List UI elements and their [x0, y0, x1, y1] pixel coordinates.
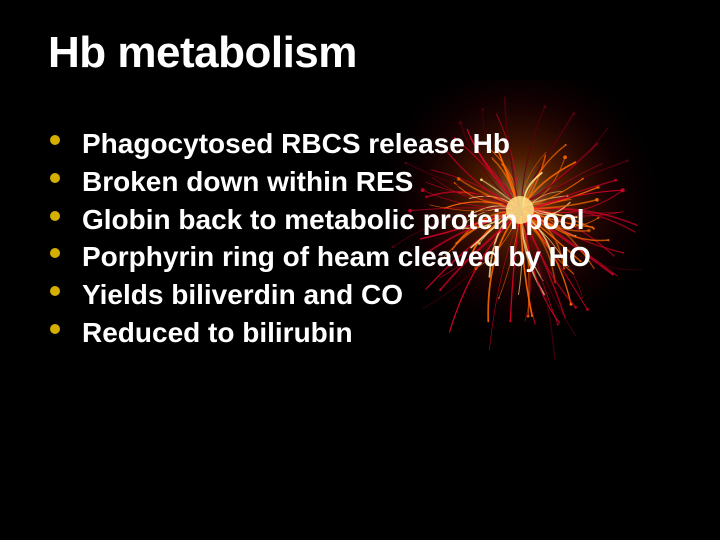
bullet-text: Phagocytosed RBCS release Hb — [82, 128, 510, 159]
bullet-dot-icon — [50, 173, 60, 183]
bullet-dot-icon — [50, 324, 60, 334]
slide-title: Hb metabolism — [48, 28, 672, 78]
bullet-dot-icon — [50, 135, 60, 145]
bullet-dot-icon — [50, 248, 60, 258]
bullet-item: Broken down within RES — [48, 164, 672, 200]
bullet-dot-icon — [50, 286, 60, 296]
bullet-text: Reduced to bilirubin — [82, 317, 353, 348]
bullet-text: Yields biliverdin and CO — [82, 279, 403, 310]
bullet-item: Porphyrin ring of heam cleaved by HO — [48, 239, 672, 275]
bullet-dot-icon — [50, 211, 60, 221]
bullet-text: Broken down within RES — [82, 166, 413, 197]
slide-container: Hb metabolism Phagocytosed RBCS release … — [0, 0, 720, 540]
bullet-text: Porphyrin ring of heam cleaved by HO — [82, 241, 591, 272]
bullet-text: Globin back to metabolic protein pool — [82, 204, 584, 235]
bullet-item: Reduced to bilirubin — [48, 315, 672, 351]
bullet-item: Globin back to metabolic protein pool — [48, 202, 672, 238]
bullet-list: Phagocytosed RBCS release Hb Broken down … — [48, 126, 672, 351]
bullet-item: Phagocytosed RBCS release Hb — [48, 126, 672, 162]
bullet-item: Yields biliverdin and CO — [48, 277, 672, 313]
